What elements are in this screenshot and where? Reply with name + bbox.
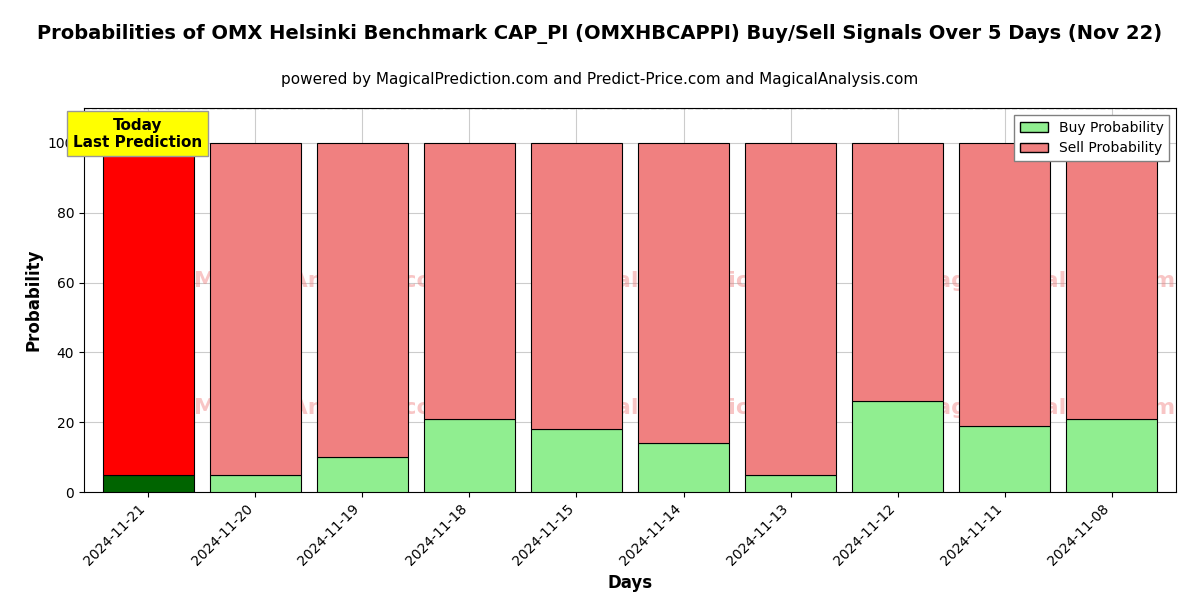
Bar	[424, 419, 515, 492]
Bar	[530, 429, 622, 492]
Bar	[1067, 419, 1157, 492]
Bar	[745, 475, 836, 492]
Bar	[424, 143, 515, 419]
Text: MagicalPrediction.com: MagicalPrediction.com	[542, 271, 827, 291]
Text: MagicalAnalysis.com: MagicalAnalysis.com	[914, 271, 1176, 291]
Bar	[745, 143, 836, 475]
Text: MagicalAnalysis.com: MagicalAnalysis.com	[914, 398, 1176, 418]
Text: MagicalPrediction.com: MagicalPrediction.com	[542, 398, 827, 418]
Bar	[959, 425, 1050, 492]
Text: Probabilities of OMX Helsinki Benchmark CAP_PI (OMXHBCAPPI) Buy/Sell Signals Ove: Probabilities of OMX Helsinki Benchmark …	[37, 24, 1163, 44]
Legend: Buy Probability, Sell Probability: Buy Probability, Sell Probability	[1014, 115, 1169, 161]
Y-axis label: Probability: Probability	[24, 249, 42, 351]
Bar	[103, 475, 193, 492]
Bar	[852, 401, 943, 492]
Text: powered by MagicalPrediction.com and Predict-Price.com and MagicalAnalysis.com: powered by MagicalPrediction.com and Pre…	[281, 72, 919, 87]
Bar	[638, 443, 730, 492]
Bar	[530, 143, 622, 429]
Bar	[1067, 143, 1157, 419]
Bar	[317, 457, 408, 492]
Bar	[959, 143, 1050, 425]
Bar	[103, 143, 193, 475]
Bar	[317, 143, 408, 457]
Text: MagicalAnalysis.com: MagicalAnalysis.com	[193, 398, 455, 418]
X-axis label: Days: Days	[607, 574, 653, 592]
Text: Today
Last Prediction: Today Last Prediction	[73, 118, 202, 150]
Bar	[638, 143, 730, 443]
Bar	[210, 475, 301, 492]
Bar	[210, 143, 301, 475]
Text: MagicalAnalysis.com: MagicalAnalysis.com	[193, 271, 455, 291]
Bar	[852, 143, 943, 401]
